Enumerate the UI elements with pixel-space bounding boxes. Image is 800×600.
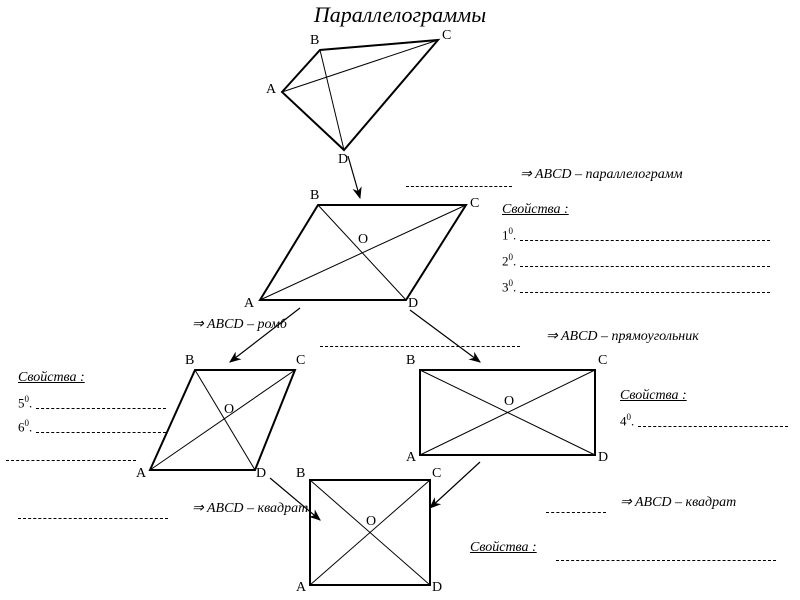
figure-square <box>310 480 430 585</box>
prop-3: 30. <box>502 278 516 295</box>
gen-B: B <box>310 33 319 49</box>
dash-p5 <box>36 408 166 409</box>
gen-C: C <box>442 28 451 44</box>
dash-p4 <box>638 426 788 427</box>
rect-B: B <box>406 353 415 369</box>
dash-sq-left <box>18 518 168 519</box>
rect-A: A <box>406 450 416 466</box>
par-O: O <box>358 232 368 248</box>
figure-rhombus <box>150 370 295 470</box>
sq-A: A <box>296 580 306 596</box>
props-title-square: Свойства : <box>470 540 537 556</box>
props-title-rhombus: Свойства : <box>18 370 85 386</box>
dash-p2 <box>520 266 770 267</box>
par-D: D <box>408 296 418 312</box>
dash-rh-extra <box>6 460 136 461</box>
rect-O: O <box>504 394 514 410</box>
note-rectangle: ⇒ ABCD – прямоугольник <box>546 328 699 345</box>
dash-sq-props <box>556 560 776 561</box>
sq-C: C <box>432 466 441 482</box>
prop-5: 50. <box>18 394 32 411</box>
props-title-par: Свойства : <box>502 202 569 218</box>
dash-generic <box>406 186 512 187</box>
rect-C: C <box>598 353 607 369</box>
dash-p1 <box>520 240 770 241</box>
dash-p6 <box>36 432 166 433</box>
sq-O: O <box>366 514 376 530</box>
note-square2: ⇒ ABCD – квадрат <box>620 494 736 511</box>
rh-O: O <box>224 402 234 418</box>
prop-4: 40. <box>620 412 634 429</box>
props-title-rect: Свойства : <box>620 388 687 404</box>
par-C: C <box>470 196 479 212</box>
prop-2: 20. <box>502 252 516 269</box>
gen-D: D <box>338 152 348 168</box>
rh-D: D <box>256 466 266 482</box>
note-rhombus: ⇒ ABCD – ромб <box>192 316 287 333</box>
note-parallelogram: ⇒ ABCD – параллелограмм <box>520 166 683 183</box>
sq-B: B <box>296 466 305 482</box>
dash-p3 <box>520 292 770 293</box>
rect-D: D <box>598 450 608 466</box>
par-A: A <box>244 296 254 312</box>
sq-D: D <box>432 580 442 596</box>
rh-C: C <box>296 353 305 369</box>
arrows <box>230 156 480 520</box>
par-B: B <box>310 188 319 204</box>
figure-parallelogram <box>260 205 466 300</box>
prop-1: 10. <box>502 226 516 243</box>
note-square1: ⇒ ABCD – квадрат <box>192 500 308 517</box>
figure-rectangle <box>420 370 595 455</box>
rh-B: B <box>185 353 194 369</box>
dash-sq-right1 <box>546 512 606 513</box>
gen-A: A <box>266 82 276 98</box>
prop-6: 60. <box>18 418 32 435</box>
dash-branch <box>320 346 520 347</box>
figure-generic-quad <box>282 40 438 150</box>
rh-A: A <box>136 466 146 482</box>
